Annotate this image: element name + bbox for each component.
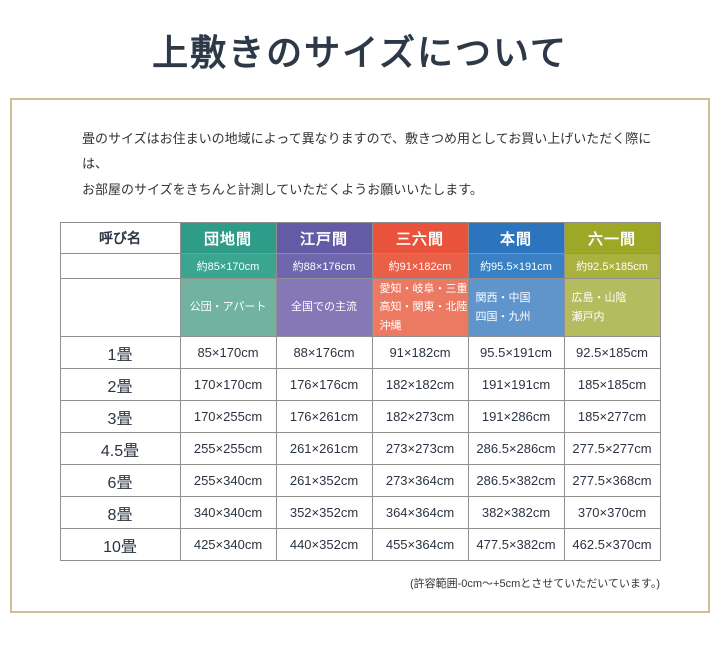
column-header: 江戸間 — [275, 222, 373, 255]
table-row: 4.5畳 255×255cm 261×261cm 273×273cm 286.5… — [59, 432, 661, 466]
cell-value: 185×185cm — [563, 368, 661, 402]
region-row-label: 主に使用されて いる地域 — [59, 278, 181, 338]
cell-value: 91×182cm — [371, 336, 469, 370]
row-label: 8畳 — [59, 496, 181, 530]
cell-value: 364×364cm — [371, 496, 469, 530]
table-row: 6畳 255×340cm 261×352cm 273×364cm 286.5×3… — [59, 464, 661, 498]
cell-value: 191×191cm — [467, 368, 565, 402]
cell-value: 462.5×370cm — [563, 528, 661, 562]
column-size: 約91×182cm — [371, 253, 469, 280]
cell-value: 170×255cm — [179, 400, 277, 434]
row-label: 10畳 — [59, 528, 181, 562]
table-row: 10畳 425×340cm 440×352cm 455×364cm 477.5×… — [59, 528, 661, 562]
column-regions: 全国での主流 — [275, 278, 373, 338]
cell-value: 261×352cm — [275, 464, 373, 498]
column-regions: 広島・山陰 瀬戸内 — [563, 278, 661, 338]
row-label: 6畳 — [59, 464, 181, 498]
cell-value: 370×370cm — [563, 496, 661, 530]
table-row: 2畳 170×170cm 176×176cm 182×182cm 191×191… — [59, 368, 661, 402]
cell-value: 273×364cm — [371, 464, 469, 498]
cell-value: 382×382cm — [467, 496, 565, 530]
column-header: 団地間 — [179, 222, 277, 255]
cell-value: 277.5×368cm — [563, 464, 661, 498]
header-row: 呼び名 団地間 江戸間 三六間 本間 六一間 — [59, 222, 661, 255]
cell-value: 261×261cm — [275, 432, 373, 466]
region-row: 主に使用されて いる地域 公団・アパート 全国での主流 愛知・岐阜・三重 高知・… — [59, 278, 661, 338]
cell-value: 182×273cm — [371, 400, 469, 434]
cell-value: 286.5×382cm — [467, 464, 565, 498]
row-label: 2畳 — [59, 368, 181, 402]
column-regions: 公団・アパート — [179, 278, 277, 338]
cell-value: 286.5×286cm — [467, 432, 565, 466]
cell-value: 185×277cm — [563, 400, 661, 434]
column-header: 六一間 — [563, 222, 661, 255]
cell-value: 340×340cm — [179, 496, 277, 530]
intro-text: 畳のサイズはお住まいの地域によって異なりますので、敷きつめ用としてお買い上げいた… — [82, 131, 652, 197]
table-row: 8畳 340×340cm 352×352cm 364×364cm 382×382… — [59, 496, 661, 530]
table-row: 3畳 170×255cm 176×261cm 182×273cm 191×286… — [59, 400, 661, 434]
page-title: 上敷きのサイズについて — [152, 33, 568, 73]
column-regions: 関西・中国 四国・九州 — [467, 278, 565, 338]
column-size: 約92.5×185cm — [563, 253, 661, 280]
cell-value: 191×286cm — [467, 400, 565, 434]
cell-value: 273×273cm — [371, 432, 469, 466]
column-size: 約88×176cm — [275, 253, 373, 280]
cell-value: 88×176cm — [275, 336, 373, 370]
column-regions: 愛知・岐阜・三重 高知・関東・北陸 沖縄 — [371, 278, 469, 338]
cell-value: 85×170cm — [179, 336, 277, 370]
cell-value: 425×340cm — [179, 528, 277, 562]
cell-value: 255×340cm — [179, 464, 277, 498]
content-frame: 畳のサイズはお住まいの地域によって異なりますので、敷きつめ用としてお買い上げいた… — [10, 98, 710, 614]
tolerance-note: (許容範囲-0cm〜+5cmとさせていただいています。) — [409, 578, 660, 591]
cell-value: 182×182cm — [371, 368, 469, 402]
cell-value: 477.5×382cm — [467, 528, 565, 562]
size-row-label: 1畳の幅×長さ — [59, 253, 181, 280]
row-label: 1畳 — [59, 336, 181, 370]
column-size: 約95.5×191cm — [467, 253, 565, 280]
size-table: 呼び名 団地間 江戸間 三六間 本間 六一間 1畳の幅×長さ 約85×170cm… — [59, 222, 661, 562]
cell-value: 176×176cm — [275, 368, 373, 402]
cell-value: 170×170cm — [179, 368, 277, 402]
cell-value: 95.5×191cm — [467, 336, 565, 370]
cell-value: 455×364cm — [371, 528, 469, 562]
size-row: 1畳の幅×長さ 約85×170cm 約88×176cm 約91×182cm 約9… — [59, 253, 661, 280]
cell-value: 255×255cm — [179, 432, 277, 466]
cell-value: 176×261cm — [275, 400, 373, 434]
cell-value: 92.5×185cm — [563, 336, 661, 370]
column-header: 三六間 — [371, 222, 469, 255]
column-size: 約85×170cm — [179, 253, 277, 280]
table-row: 1畳 85×170cm 88×176cm 91×182cm 95.5×191cm… — [59, 336, 661, 370]
cell-value: 277.5×277cm — [563, 432, 661, 466]
name-header: 呼び名 — [59, 222, 181, 255]
cell-value: 352×352cm — [275, 496, 373, 530]
column-header: 本間 — [467, 222, 565, 255]
row-label: 4.5畳 — [59, 432, 181, 466]
row-label: 3畳 — [59, 400, 181, 434]
cell-value: 440×352cm — [275, 528, 373, 562]
